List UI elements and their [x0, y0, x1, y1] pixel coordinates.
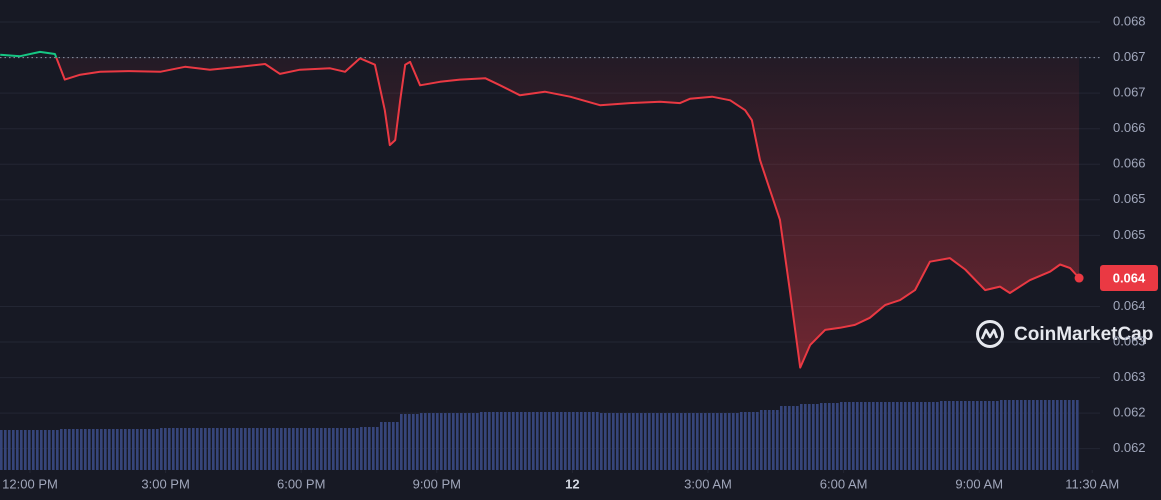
- y-tick-label: 0.066: [1113, 120, 1146, 135]
- volume-bar: [200, 428, 220, 470]
- current-price-box: [1100, 265, 1158, 292]
- watermark-logo-mark: [980, 328, 999, 340]
- volume-bar: [320, 428, 340, 470]
- volume-bar: [460, 413, 480, 470]
- x-tick-label: 11:30 AM: [1065, 476, 1119, 491]
- volume-bar: [560, 412, 580, 470]
- watermark-logo: [976, 320, 1004, 348]
- y-tick-label: 0.064: [1113, 298, 1146, 313]
- x-tick-label: 6:00 PM: [277, 476, 325, 491]
- volume-bar: [620, 413, 640, 470]
- volume-bar: [920, 402, 940, 470]
- x-tick-label: 9:00 PM: [413, 476, 461, 491]
- volume-bar: [900, 402, 920, 470]
- volume-bar: [500, 412, 520, 470]
- volume-bar: [260, 428, 280, 470]
- volume-bar: [740, 412, 760, 470]
- volume-bar: [800, 404, 820, 470]
- y-tick-label: 0.062: [1113, 405, 1146, 420]
- volume-bar: [440, 413, 460, 470]
- volume-bar: [80, 429, 100, 470]
- watermark-text: CoinMarketCap: [1014, 324, 1153, 345]
- volume-bar: [780, 406, 800, 470]
- x-tick-label: 12: [565, 476, 579, 491]
- volume-bar: [60, 429, 80, 470]
- y-tick-label: 0.067: [1113, 85, 1146, 100]
- volume-bar: [240, 428, 260, 470]
- x-tick-label: 6:00 AM: [820, 476, 868, 491]
- volume-bar: [280, 428, 300, 470]
- volume-bar: [420, 413, 440, 470]
- axes: 0.068 0.067 0.067 0.066 0.066 0.065 0.065 0.064…: [2, 13, 1158, 491]
- y-tick-label: 0.065: [1113, 227, 1146, 242]
- volume-bar: [940, 401, 960, 470]
- volume-bar: [720, 413, 740, 470]
- volume-bar: [960, 401, 980, 470]
- volume-bar: [600, 413, 620, 470]
- volume-bar: [0, 430, 20, 470]
- volume-bar: [660, 413, 680, 470]
- volume-bar: [220, 428, 240, 470]
- y-tick-label: 0.068: [1113, 13, 1146, 28]
- price-line: [55, 57, 1080, 369]
- volume-bar: [640, 413, 660, 470]
- y-tick-label: 0.067: [1113, 49, 1146, 64]
- volume-bar: [400, 414, 420, 470]
- y-tick-label: 0.062: [1113, 440, 1146, 455]
- volume-bar: [1060, 400, 1080, 470]
- volume-bar: [340, 428, 360, 470]
- y-tick-label: 0.063: [1113, 333, 1146, 348]
- volume-bar: [380, 422, 400, 470]
- volume-bar: [1000, 400, 1020, 470]
- current-price-label: 0.064: [1113, 270, 1146, 285]
- volume-bar: [300, 428, 320, 470]
- volume-bar: [100, 429, 120, 470]
- x-tick-label: 9:00 AM: [955, 476, 1003, 491]
- volume-bar: [480, 412, 500, 470]
- y-tick-label: 0.063: [1113, 369, 1146, 384]
- volume: [0, 400, 1080, 470]
- volume-bar: [860, 402, 880, 470]
- volume-bar: [520, 412, 540, 470]
- volume-bar: [820, 403, 840, 470]
- volume-bar: [140, 429, 160, 470]
- y-tick-label: 0.065: [1113, 191, 1146, 206]
- volume-bar: [540, 412, 560, 470]
- volume-bar: [980, 401, 1000, 470]
- volume-bar: [180, 428, 200, 470]
- volume-bar: [700, 413, 720, 470]
- volume-bar: [840, 402, 860, 470]
- x-tick-label: 3:00 PM: [141, 476, 189, 491]
- volume-bar: [1020, 400, 1040, 470]
- watermark: CoinMarketCap: [976, 320, 1153, 348]
- volume-bar: [580, 412, 600, 470]
- volume-bar: [760, 410, 780, 470]
- last-point: [1074, 273, 1084, 283]
- price: [0, 50, 1100, 369]
- volume-bar: [1040, 400, 1060, 470]
- volume-bar: [160, 428, 180, 470]
- volume-bar: [40, 430, 60, 470]
- volume-bar: [120, 429, 140, 470]
- x-tick-label: 3:00 AM: [684, 476, 732, 491]
- volume-bar: [20, 430, 40, 470]
- volume-bar: [880, 402, 900, 470]
- volume-bar: [680, 413, 700, 470]
- volume-bar: [360, 427, 380, 470]
- y-tick-label: 0.066: [1113, 156, 1146, 171]
- x-tick-label: 12:00 PM: [2, 476, 58, 491]
- price-area: [0, 57, 1080, 368]
